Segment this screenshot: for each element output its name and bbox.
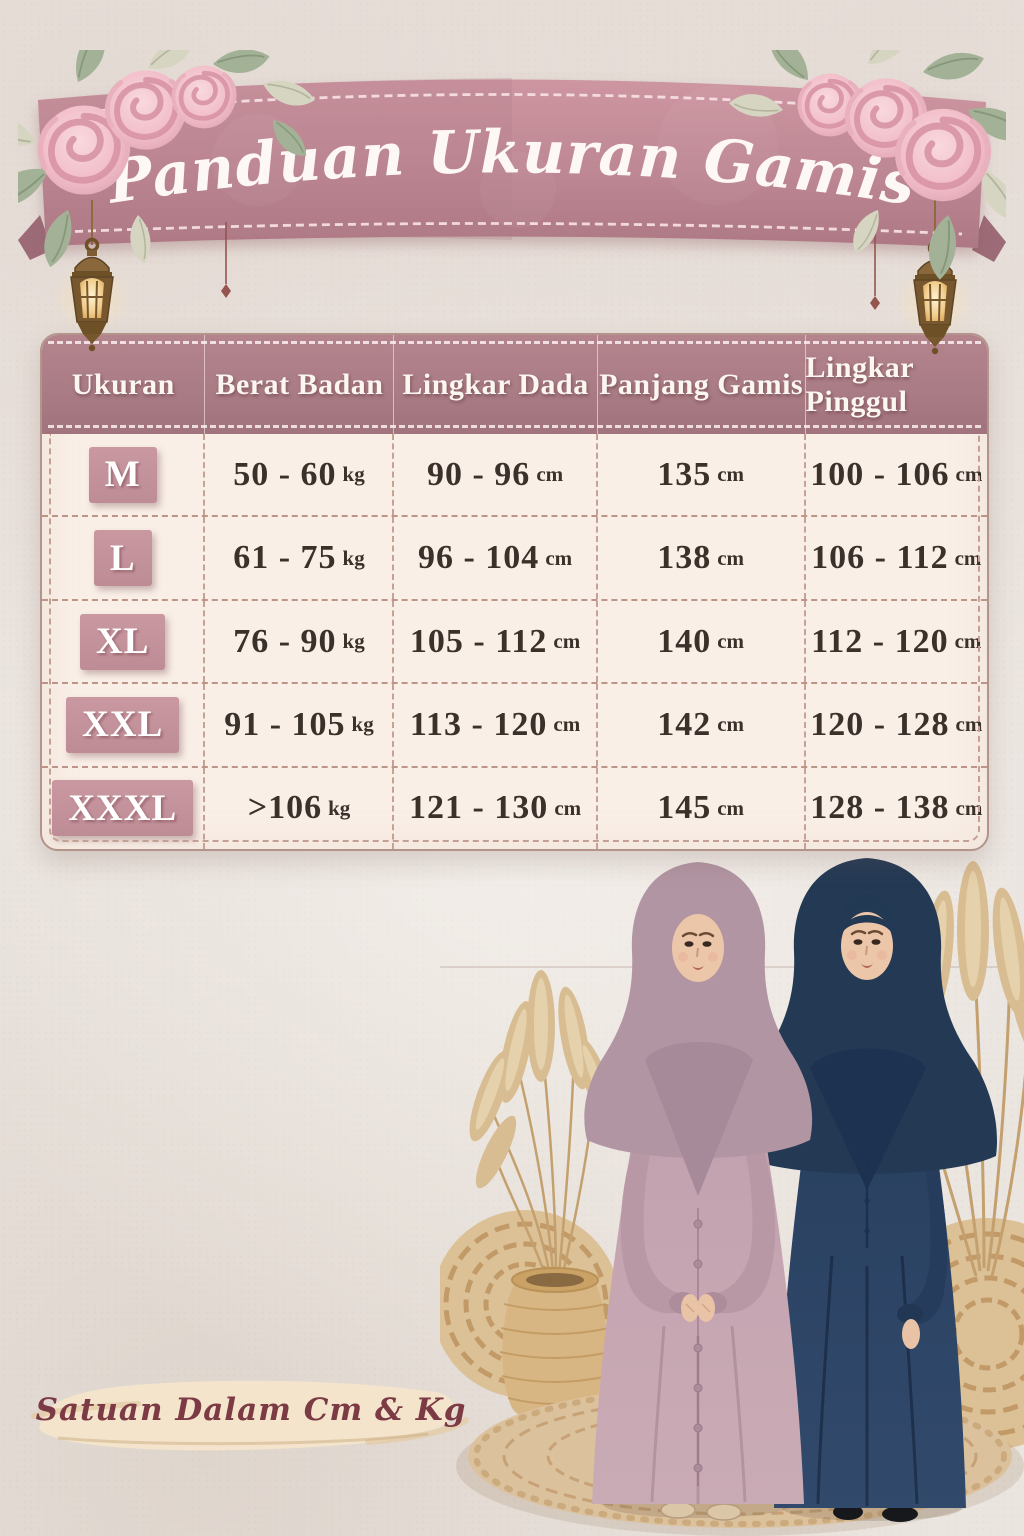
length-value: 138 bbox=[657, 539, 712, 577]
pampas-grass-right bbox=[879, 861, 1024, 1277]
hip-unit: cm bbox=[955, 712, 983, 737]
hip-value: 100 - 106 bbox=[810, 455, 950, 493]
size-guide-table: Ukuran Berat Badan Lingkar Dada Panjang … bbox=[40, 333, 989, 851]
woven-vase bbox=[499, 1267, 611, 1423]
weight-unit: kg bbox=[342, 629, 365, 654]
weight-unit: kg bbox=[351, 712, 374, 737]
chest-unit: cm bbox=[536, 462, 564, 487]
weight-unit: kg bbox=[342, 545, 365, 570]
units-note: Satuan Dalam Cm & Kg bbox=[28, 1358, 474, 1474]
length-value: 145 bbox=[657, 789, 712, 827]
hip-unit: cm bbox=[955, 462, 983, 487]
hip-value: 106 - 112 bbox=[811, 539, 949, 577]
weight-value: >106 bbox=[247, 789, 323, 827]
hanging-threads bbox=[221, 220, 880, 310]
hip-value: 112 - 120 bbox=[811, 622, 949, 660]
length-unit: cm bbox=[717, 629, 745, 654]
model-navy-gamis bbox=[736, 858, 998, 1522]
length-value: 142 bbox=[657, 705, 712, 743]
chest-unit: cm bbox=[545, 545, 573, 570]
table-body: M 50 - 60 kg 90 - 96 cm 135 cm 100 - 106 cm … bbox=[42, 434, 987, 849]
model-mauve-gamis bbox=[584, 862, 813, 1521]
banner-title: Panduan Ukuran Gamis bbox=[101, 117, 921, 218]
model-shadow-left bbox=[603, 1490, 793, 1518]
hip-unit: cm bbox=[954, 629, 982, 654]
column-header-dada: Lingkar Dada bbox=[394, 335, 598, 434]
column-header-berat: Berat Badan bbox=[205, 335, 395, 434]
weight-value: 61 - 75 bbox=[233, 539, 337, 577]
length-unit: cm bbox=[717, 712, 745, 737]
units-note-text: Satuan Dalam Cm & Kg bbox=[35, 1392, 467, 1428]
size-badge: XL bbox=[80, 613, 166, 670]
column-header-pinggul: Lingkar Pinggul bbox=[805, 350, 914, 418]
hip-unit: cm bbox=[954, 545, 982, 570]
chest-unit: cm bbox=[554, 795, 582, 820]
table-row-xl: XL 76 - 90 kg 105 - 112 cm 140 cm 112 - 120… bbox=[42, 600, 987, 685]
chest-value: 121 - 130 bbox=[408, 789, 549, 827]
weight-unit: kg bbox=[328, 795, 351, 820]
face-right bbox=[847, 930, 887, 968]
table-header-row: Ukuran Berat Badan Lingkar Dada Panjang … bbox=[42, 335, 987, 434]
banner-title-text: Panduan Ukuran Gamis bbox=[101, 117, 920, 218]
size-badge: XXXL bbox=[52, 780, 194, 837]
model-shadow-right bbox=[782, 1495, 962, 1521]
clasped-hands bbox=[681, 1294, 715, 1322]
length-value: 135 bbox=[657, 455, 712, 493]
column-header-panjang: Panjang Gamis bbox=[598, 335, 806, 434]
roses-right-icon bbox=[726, 50, 1006, 283]
svg-text:Panduan Ukuran Gamis: Panduan Ukuran Gamis bbox=[101, 117, 921, 218]
size-badge: L bbox=[93, 530, 152, 587]
chest-unit: cm bbox=[553, 712, 581, 737]
wall-panel-line bbox=[440, 966, 1024, 968]
weight-value: 91 - 105 bbox=[224, 705, 346, 743]
brush-stroke bbox=[31, 1380, 469, 1451]
face-left bbox=[678, 932, 718, 970]
chest-value: 105 - 112 bbox=[409, 622, 548, 660]
length-unit: cm bbox=[717, 545, 745, 570]
round-woven-mat bbox=[456, 1384, 1024, 1536]
chest-value: 96 - 104 bbox=[417, 539, 540, 577]
title-ribbon bbox=[18, 78, 1006, 262]
chest-unit: cm bbox=[553, 629, 581, 654]
weight-unit: kg bbox=[342, 462, 365, 487]
pampas-grass-left bbox=[469, 970, 616, 1289]
models-photo bbox=[440, 858, 1024, 1536]
table-row-xxl: XXL 91 - 105 kg 113 - 120 cm 142 cm 120 - 1… bbox=[42, 684, 987, 768]
roses-left-icon bbox=[18, 50, 319, 271]
weight-value: 50 - 60 bbox=[233, 455, 337, 493]
length-unit: cm bbox=[717, 462, 745, 487]
column-header-ukuran: Ukuran bbox=[42, 335, 206, 434]
length-value: 140 bbox=[657, 622, 712, 660]
weight-value: 76 - 90 bbox=[233, 622, 337, 660]
length-unit: cm bbox=[717, 795, 745, 820]
size-badge: XXL bbox=[66, 696, 180, 753]
woven-tray-right bbox=[872, 1218, 1024, 1450]
hip-value: 128 - 138 bbox=[810, 789, 950, 827]
table-row-m: M 50 - 60 kg 90 - 96 cm 135 cm 100 - 106 cm bbox=[42, 434, 987, 518]
table-row-l: L 61 - 75 kg 96 - 104 cm 138 cm 106 - 112 cm bbox=[42, 517, 987, 601]
table-row-xxxl: XXXL >106 kg 121 - 130 cm 145 cm 128 - 138 c… bbox=[42, 767, 987, 849]
chest-value: 113 - 120 bbox=[409, 705, 548, 743]
size-badge: M bbox=[88, 446, 157, 503]
hip-value: 120 - 128 bbox=[810, 705, 950, 743]
hip-unit: cm bbox=[955, 795, 983, 820]
chest-value: 90 - 96 bbox=[426, 455, 531, 493]
